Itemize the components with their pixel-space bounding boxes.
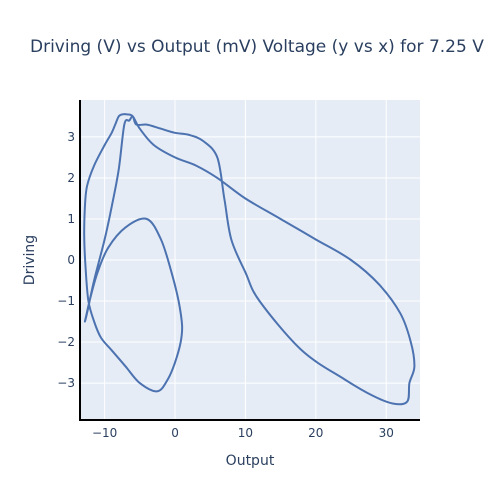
- series-line: [83, 113, 416, 406]
- x-tick-label: 30: [379, 426, 394, 440]
- x-tick-label: 0: [171, 426, 179, 440]
- y-tick-label: −2: [57, 335, 75, 349]
- y-tick-label: 2: [67, 171, 75, 185]
- x-ticks: −10 0 10 20 30: [92, 426, 394, 440]
- y-tick-label: 3: [67, 130, 75, 144]
- x-tick-label: 20: [308, 426, 323, 440]
- y-tick-label: −1: [57, 294, 75, 308]
- y-ticks: −3 −2 −1 0 1 2 3: [57, 130, 75, 390]
- trace-layer: [83, 113, 416, 406]
- y-tick-label: 0: [67, 253, 75, 267]
- y-tick-label: 1: [67, 212, 75, 226]
- x-axis-title: Output: [226, 453, 275, 469]
- x-tick-label: −10: [92, 426, 117, 440]
- grid: [80, 100, 420, 420]
- x-tick-label: 10: [238, 426, 253, 440]
- y-axis-title: Driving: [22, 235, 38, 285]
- chart-title: Driving (V) vs Output (mV) Voltage (y vs…: [30, 37, 484, 57]
- y-tick-label: −3: [57, 376, 75, 390]
